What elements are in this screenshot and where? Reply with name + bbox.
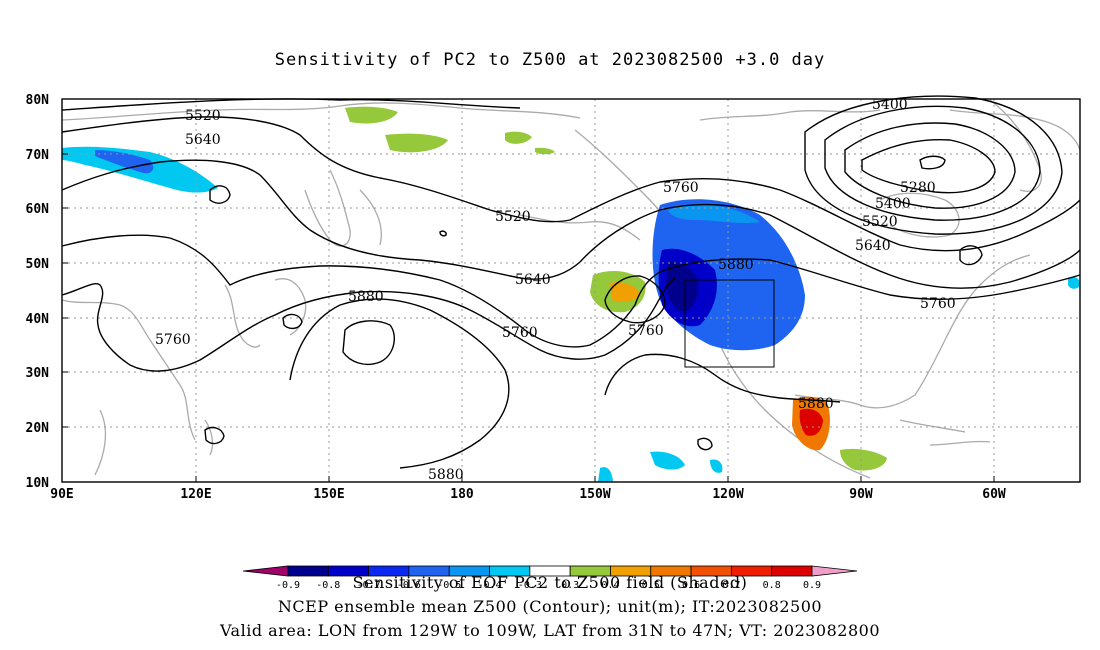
contour-label: 5640 [185,132,221,148]
valid-area-box [684,279,775,368]
contour-label: 5760 [502,325,538,341]
contour-label: 5880 [798,396,834,412]
contour-label: 5880 [348,289,384,305]
shade-red-south [799,408,823,436]
shade-blue-deep [666,261,699,312]
shade-blue-main-edge [668,204,760,223]
colorbar-tick-label: 0.3 [561,580,579,591]
lon-label: 150W [579,487,610,502]
contour-label: 5400 [872,97,908,113]
colorbar-tick-label: -0.7 [357,580,381,591]
colorbar-segment [811,565,858,577]
lon-label: 120W [712,487,743,502]
colorbar-tick-label: 0.6 [682,580,700,591]
colorbar-tick-label: -0.9 [276,580,300,591]
colorbar-tick-label: -0.6 [397,580,421,591]
lat-label: 40N [26,312,50,327]
z500-contours [61,95,1081,469]
caption-shading: Sensitivity of EOF PC2 to Z500 field (Sh… [352,573,748,592]
caption-valid-area: Valid area: LON from 129W to 109W, LAT f… [219,621,881,640]
contour-label: 5520 [185,108,221,124]
map-frame [61,98,1081,483]
shade-blue-east [1068,276,1080,289]
lon-labels: 90E 120E 150E 180 150W 120W 90W 60W [50,487,1006,502]
lat-label: 30N [26,366,50,381]
contour-label: 5760 [663,180,699,196]
shade-blue-south-2 [598,467,613,482]
tick-marks [62,98,995,482]
contour-label: 5760 [920,296,956,312]
lon-label: 60W [982,487,1006,502]
shade-green-2 [385,133,448,153]
colorbar-tick-label: 0.7 [722,580,740,591]
lat-label: 50N [26,257,50,272]
gridlines [62,99,1080,482]
colorbar-tick-label: -0.5 [437,580,461,591]
lat-label: 60N [26,202,50,217]
shade-green-south [840,448,887,471]
contour-label: 5880 [718,257,754,273]
contour-label: 5640 [515,272,551,288]
shade-green-1 [345,106,398,124]
colorbar: -0.9 -0.8 -0.7 -0.6 -0.5 -0.4 -0.3 0.3 0.4 0.5 0.6… [242,565,858,591]
contour-labels: 5520 5640 5520 5640 5760 5760 5880 5760 … [155,97,956,483]
lat-labels: 80N 70N 60N 50N 40N 30N 20N 10N [26,93,50,491]
lon-label: 90E [50,487,73,502]
shade-blue-south-3 [710,459,723,473]
colorbar-tick-label: -0.8 [316,580,340,591]
colorbar-tick-label: 0.5 [642,580,660,591]
contour-label: 5760 [155,332,191,348]
colorbar-tick-label: -0.3 [518,580,542,591]
shade-orange-blob [610,282,640,302]
contour-label: 5520 [495,209,531,225]
lat-label: 80N [26,93,50,108]
lat-label: 10N [26,476,50,491]
contour-label: 5880 [428,467,464,483]
colorbar-tick-label: 0.4 [601,580,619,591]
contour-label: 5520 [862,214,898,230]
lon-label: 180 [450,487,474,502]
shade-blue-south-1 [650,451,685,470]
lon-label: 90W [849,487,873,502]
colorbar-tick-label: -0.4 [477,580,501,591]
sensitivity-shading [62,106,1080,482]
colorbar-tick-label: 0.8 [763,580,781,591]
contour-label: 5760 [628,323,664,339]
colorbar-tick-label: 0.9 [803,580,821,591]
shade-green-4 [535,147,555,155]
contour-label: 5280 [900,180,936,196]
caption-contour: NCEP ensemble mean Z500 (Contour); unit(… [277,597,823,616]
contour-label: 5640 [855,238,891,254]
shade-blue-nw-core [95,150,154,174]
lon-label: 120E [180,487,211,502]
lat-label: 70N [26,148,50,163]
chart-title: Sensitivity of PC2 to Z500 at 2023082500… [274,50,826,70]
shade-green-3 [505,131,532,144]
contour-label: 5400 [875,196,911,212]
lon-label: 150E [313,487,344,502]
lat-label: 20N [26,421,50,436]
